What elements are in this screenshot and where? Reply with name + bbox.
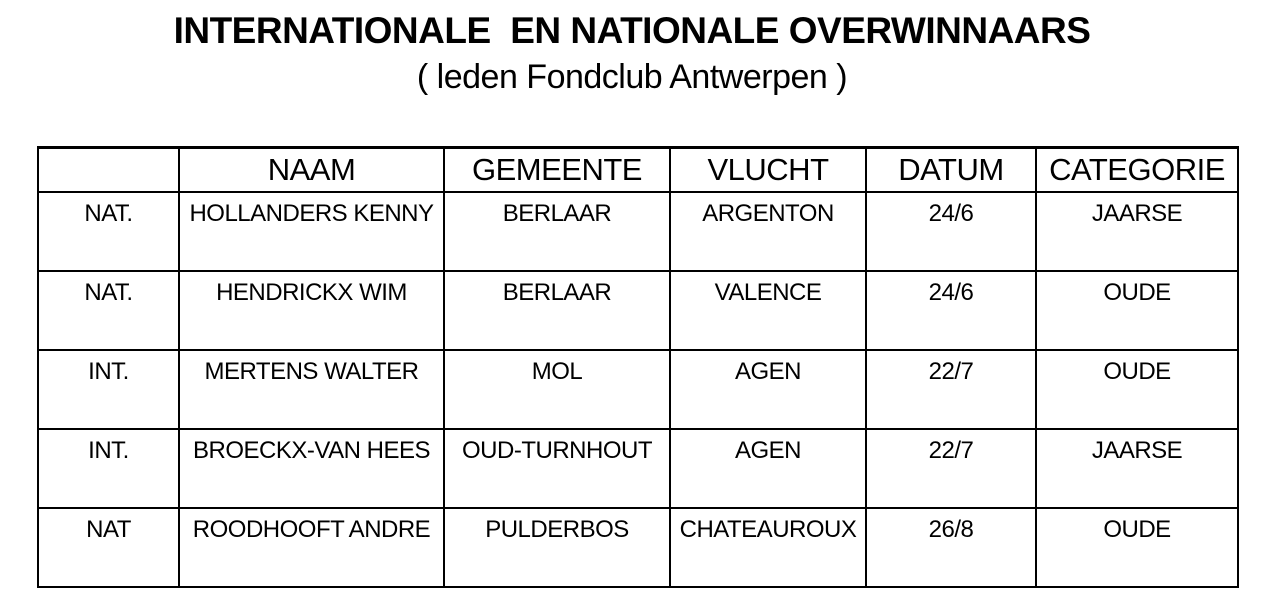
page-title: INTERNATIONALE EN NATIONALE OVERWINNAARS xyxy=(173,10,1091,51)
cell-vlucht: CHATEAUROUX xyxy=(669,506,867,588)
cell-type: INT. xyxy=(37,427,180,509)
header-cell-datum: DATUM xyxy=(865,146,1037,193)
document-header: INTERNATIONALE EN NATIONALE OVERWINNAARS… xyxy=(0,0,1264,99)
table-row: NAT. HENDRICKX WIM BERLAAR VALENCE 24/6 … xyxy=(37,269,1239,351)
cell-naam: HENDRICKX WIM xyxy=(178,269,445,351)
cell-vlucht: ARGENTON xyxy=(669,190,867,272)
cell-datum: 22/7 xyxy=(865,348,1037,430)
cell-vlucht: AGEN xyxy=(669,427,867,509)
cell-datum: 24/6 xyxy=(865,269,1037,351)
header-row: NAAM GEMEENTE VLUCHT DATUM CATEGORIE xyxy=(37,146,1239,193)
cell-datum: 26/8 xyxy=(865,506,1037,588)
header-cell-vlucht: VLUCHT xyxy=(669,146,867,193)
cell-type: NAT. xyxy=(37,190,180,272)
cell-datum: 22/7 xyxy=(865,427,1037,509)
table-row: NAT. HOLLANDERS KENNY BERLAAR ARGENTON 2… xyxy=(37,190,1239,272)
winners-table: NAAM GEMEENTE VLUCHT DATUM CATEGORIE NAT… xyxy=(37,145,1239,588)
table-row: NAT ROODHOOFT ANDRE PULDERBOS CHATEAUROU… xyxy=(37,506,1239,588)
cell-gemeente: PULDERBOS xyxy=(443,506,671,588)
cell-categorie: JAARSE xyxy=(1035,190,1239,272)
cell-naam: MERTENS WALTER xyxy=(178,348,445,430)
header-cell-gemeente: GEMEENTE xyxy=(443,146,671,193)
cell-gemeente: OUD-TURNHOUT xyxy=(443,427,671,509)
cell-gemeente: BERLAAR xyxy=(443,269,671,351)
cell-gemeente: BERLAAR xyxy=(443,190,671,272)
cell-naam: HOLLANDERS KENNY xyxy=(178,190,445,272)
cell-vlucht: AGEN xyxy=(669,348,867,430)
cell-type: NAT xyxy=(37,506,180,588)
cell-categorie: JAARSE xyxy=(1035,427,1239,509)
cell-categorie: OUDE xyxy=(1035,506,1239,588)
cell-type: INT. xyxy=(37,348,180,430)
table-row: INT. MERTENS WALTER MOL AGEN 22/7 OUDE xyxy=(37,348,1239,430)
cell-naam: BROECKX-VAN HEES xyxy=(178,427,445,509)
cell-type: NAT. xyxy=(37,269,180,351)
cell-categorie: OUDE xyxy=(1035,348,1239,430)
cell-datum: 24/6 xyxy=(865,190,1037,272)
header-cell-type xyxy=(37,146,180,193)
cell-gemeente: MOL xyxy=(443,348,671,430)
page-subtitle: ( leden Fondclub Antwerpen ) xyxy=(416,58,848,97)
cell-vlucht: VALENCE xyxy=(669,269,867,351)
header-cell-categorie: CATEGORIE xyxy=(1035,146,1239,193)
cell-naam: ROODHOOFT ANDRE xyxy=(178,506,445,588)
cell-categorie: OUDE xyxy=(1035,269,1239,351)
header-cell-naam: NAAM xyxy=(178,146,445,193)
table-row: INT. BROECKX-VAN HEES OUD-TURNHOUT AGEN … xyxy=(37,427,1239,509)
